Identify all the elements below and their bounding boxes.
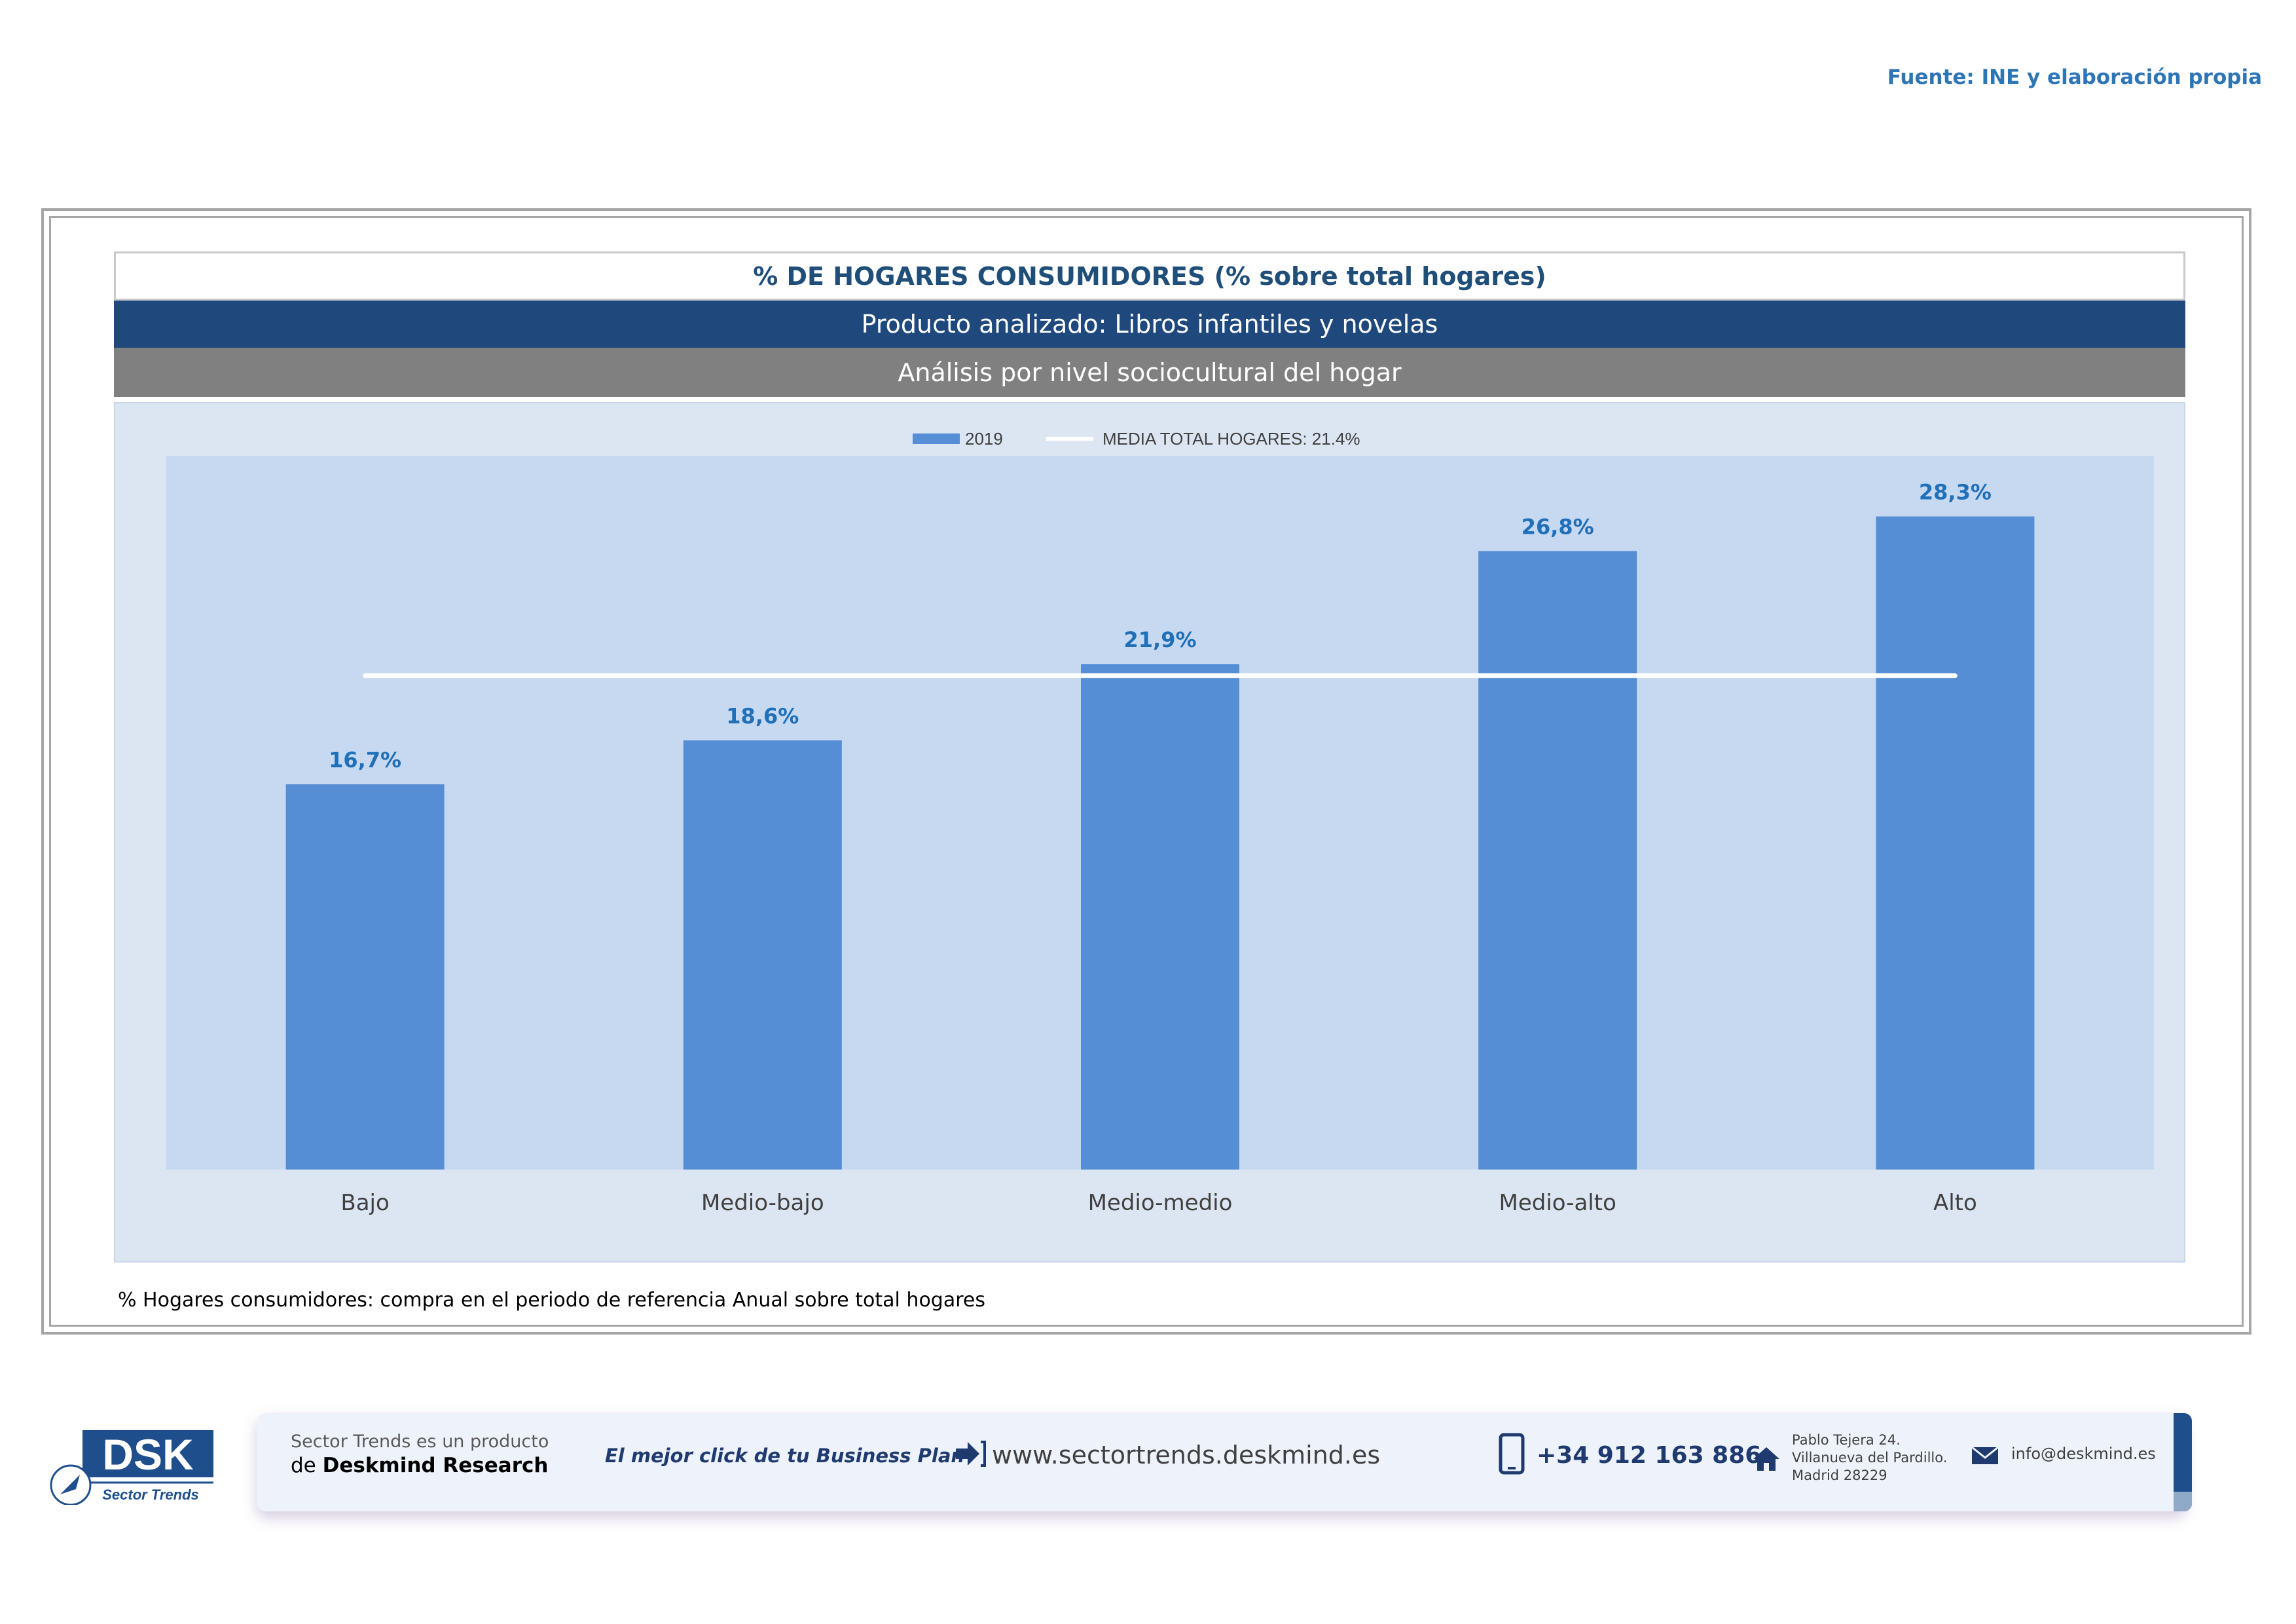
dsk-logo-caption: Sector Trends <box>102 1486 199 1503</box>
analysis-header: Análisis por nivel sociocultural del hog… <box>114 348 2185 397</box>
chart-area: 2019 MEDIA TOTAL HOGARES: 21.4% 16,7% Baj… <box>114 402 2185 1263</box>
bar-medio-bajo <box>683 740 842 1170</box>
legend-label-2019: 2019 <box>965 429 1003 449</box>
mail-icon <box>1971 1446 1999 1464</box>
data-label-bajo: 16,7% <box>329 747 401 772</box>
arrow-right-icon <box>956 1441 986 1467</box>
banner-brand: Deskmind Research <box>322 1454 549 1477</box>
chart-title: % DE HOGARES CONSUMIDORES (% sobre total… <box>114 251 2185 301</box>
bar-bajo <box>285 784 445 1170</box>
chart-frame-inner <box>49 216 2244 1327</box>
banner-product-prefix: de <box>291 1454 316 1477</box>
chart-frame-outer <box>41 208 2251 1335</box>
bar-alto <box>1876 516 2035 1170</box>
product-header: Producto analizado: Libros infantiles y … <box>114 301 2185 348</box>
data-label-alto: 28,3% <box>1919 480 1992 505</box>
banner-product-line2: de Deskmind Research <box>291 1454 548 1477</box>
contact-banner: Sector Trends es un producto de Deskmind… <box>257 1413 2192 1511</box>
legend-label-media: MEDIA TOTAL HOGARES: 21.4% <box>1102 429 1360 449</box>
x-tick-label-bajo: Bajo <box>340 1190 389 1216</box>
x-tick-label-medio-medio: Medio-medio <box>1088 1190 1233 1216</box>
banner-product-line1: Sector Trends es un producto <box>291 1431 549 1452</box>
x-tick-label-medio-alto: Medio-alto <box>1499 1190 1616 1216</box>
data-label-medio-alto: 26,8% <box>1522 514 1594 539</box>
banner-phone: +34 912 163 886 <box>1537 1442 1762 1469</box>
dsk-logo: DSK Sector Trends <box>50 1430 213 1505</box>
source-note: Fuente: INE y elaboración propia <box>1887 65 2262 89</box>
phone-icon <box>1499 1433 1525 1475</box>
legend-swatch-2019 <box>913 434 960 444</box>
footnote: % Hogares consumidores: compra en el per… <box>118 1289 985 1312</box>
dsk-logo-letters: DSK <box>102 1430 194 1479</box>
dsk-logo-box <box>82 1430 213 1477</box>
address-line-2: Villanueva del Pardillo. <box>1792 1450 1948 1466</box>
address-line-1: Pablo Tejera 24. <box>1792 1432 1901 1448</box>
banner-email-link[interactable]: info@deskmind.es <box>2011 1445 2156 1463</box>
data-label-medio-bajo: 18,6% <box>726 703 799 728</box>
banner-address: Pablo Tejera 24. Villanueva del Pardillo… <box>1792 1431 1947 1485</box>
rocket-shape <box>60 1475 80 1494</box>
x-tick-label-alto: Alto <box>1933 1190 1977 1216</box>
bar-medio-medio <box>1081 664 1239 1170</box>
banner-accent-bar-end <box>2174 1492 2192 1511</box>
banner-website-link[interactable]: www.sectortrends.deskmind.es <box>992 1441 1381 1469</box>
bar-medio-alto <box>1478 551 1637 1170</box>
banner-slogan: El mejor click de tu Business Plan <box>605 1445 965 1467</box>
address-line-3: Madrid 28229 <box>1792 1467 1887 1483</box>
data-label-medio-medio: 21,9% <box>1123 627 1196 652</box>
bar-chart: 2019 MEDIA TOTAL HOGARES: 21.4% 16,7% Baj… <box>166 429 2154 1216</box>
x-tick-label-medio-bajo: Medio-bajo <box>701 1190 824 1216</box>
home-icon <box>1753 1447 1779 1471</box>
